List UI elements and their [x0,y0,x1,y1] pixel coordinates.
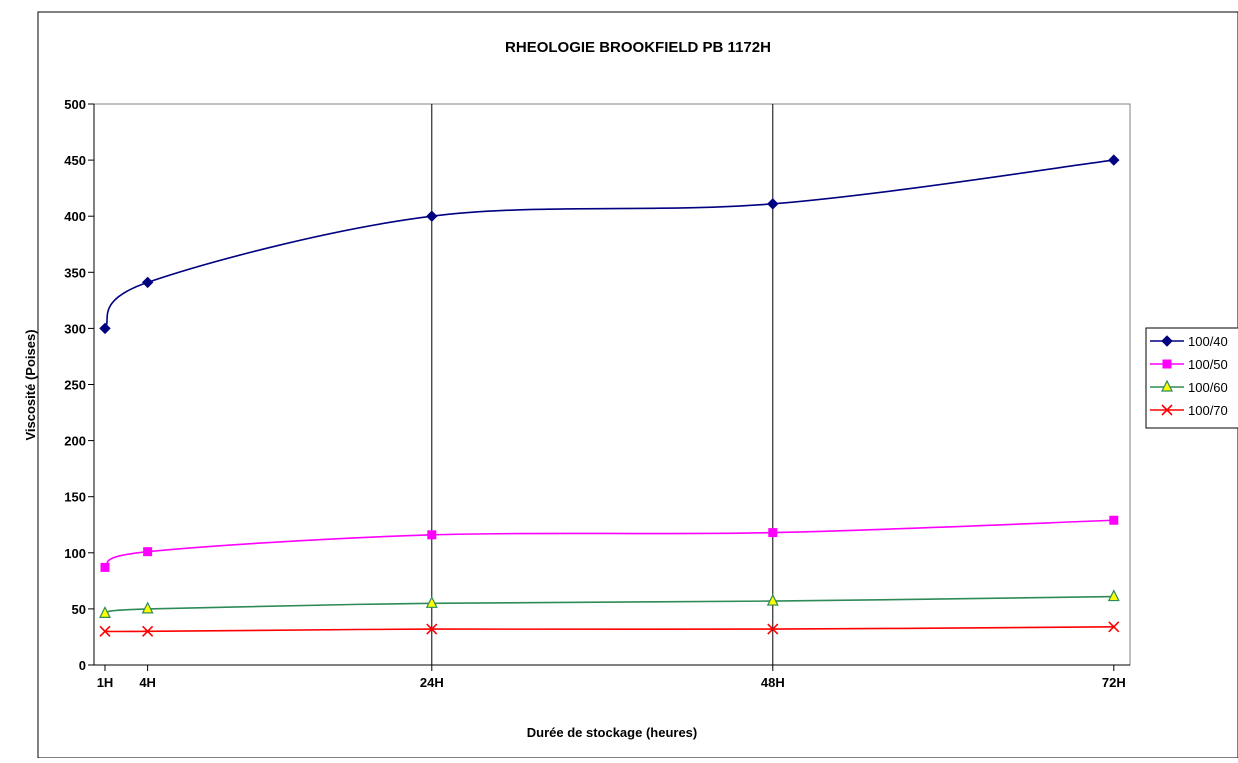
legend-marker-3-b [1161,404,1173,416]
gridlines [431,104,774,665]
y-tick-label-5: 250 [64,378,86,393]
y-tick-label-3: 150 [64,490,86,505]
data-point-1-4 [1109,515,1119,525]
y-tick-label-8: 400 [64,209,86,224]
x-tick-label-4: 72H [1102,675,1126,690]
data-point-3-2-b [426,623,438,635]
data-point-2-3 [766,593,779,606]
data-point-3-4 [1108,621,1120,633]
legend-marker-3 [1161,404,1173,416]
data-point-0-1 [141,276,154,289]
data-point-0-0 [99,322,111,335]
y-tick-label-0: 0 [79,658,86,673]
data-point-3-4-b [1108,621,1120,633]
series-100-60 [99,589,1120,618]
axes: 0 50 100 150 200 250 300 350 400 450 500 1H 4H 24H 48H… [64,97,1130,690]
legend: 100/40 100/50 100/60 100/70 [1145,327,1238,429]
plot-area [93,103,1131,666]
y-tick-label-9: 450 [64,153,86,168]
x-tick-label-1: 4H [139,675,156,690]
x-tick-label-0: 1H [97,675,114,690]
data-point-2-1 [141,601,154,614]
legend-marker-0 [1161,335,1173,347]
data-point-3-3 [767,623,779,635]
data-point-0-3 [767,198,779,210]
data-point-3-0-b [99,625,111,637]
x-tick-label-3: 48H [761,675,785,690]
y-axis-label: Viscosité (Poises) [23,329,38,440]
legend-marker-1 [1162,359,1172,369]
data-point-1-3 [768,528,778,538]
x-tick-label-2: 24H [420,675,444,690]
chart-title: RHEOLOGIE BROOKFIELD PB 1172H [505,39,771,56]
data-point-3-3-b [767,623,779,635]
x-axis-label: Durée de stockage (heures) [527,725,698,740]
data-point-0-4 [1108,154,1120,166]
y-tick-label-4: 200 [64,434,86,449]
data-point-3-1 [142,625,154,637]
data-point-1-1 [143,547,153,557]
legend-marker-2 [1161,379,1173,392]
series-100-50 [100,515,1119,572]
y-tick-label-1: 50 [72,602,86,617]
data-point-2-4 [1107,589,1120,602]
data-point-2-0 [99,606,111,618]
legend-label-2: 100/60 [1188,380,1228,395]
y-tick-label-2: 100 [64,546,86,561]
series-100-40 [99,154,1120,335]
data-point-1-2 [427,530,437,540]
legend-label-0: 100/40 [1188,334,1228,349]
y-tick-label-6: 300 [64,321,86,336]
y-tick-label-7: 350 [64,265,86,280]
legend-label-3: 100/70 [1188,403,1228,418]
legend-box [1145,327,1238,429]
data-point-0-2 [426,210,438,222]
data-point-3-2 [426,623,438,635]
data-point-2-2 [425,595,438,608]
series [99,154,1120,637]
series-100-70 [99,621,1120,637]
data-point-3-0 [99,625,111,637]
y-tick-label-10: 500 [64,97,86,112]
data-point-3-1-b [142,625,154,637]
legend-label-1: 100/50 [1188,357,1228,372]
data-point-1-0 [100,562,110,572]
